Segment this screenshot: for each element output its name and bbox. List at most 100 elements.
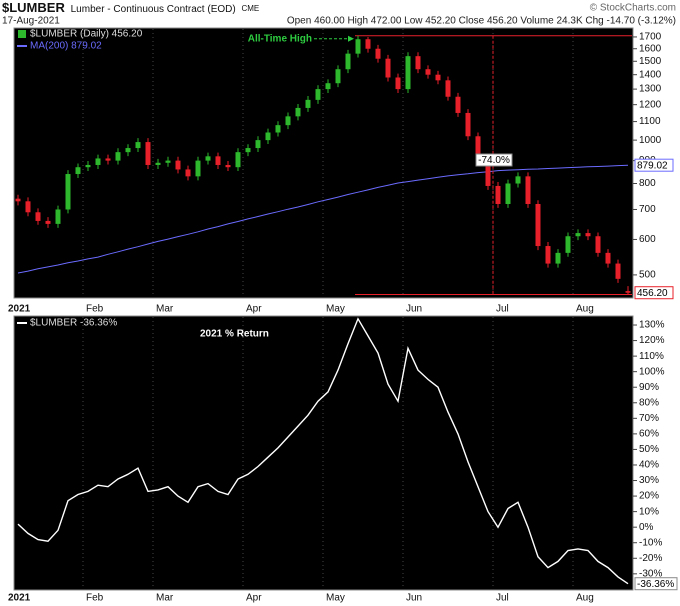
- candle-body: [125, 148, 131, 153]
- x-tick-label: Jun: [406, 304, 422, 315]
- candle-body: [175, 160, 181, 170]
- y-tick-label: 30%: [639, 475, 659, 486]
- y-tick-label: -30%: [639, 568, 662, 579]
- candle-body: [395, 77, 401, 90]
- symbol: $LUMBER: [2, 0, 65, 15]
- candle-body: [35, 212, 41, 221]
- x-tick-label: 2021: [8, 593, 31, 604]
- legend-swatch: [18, 30, 26, 38]
- candle-body: [495, 185, 501, 204]
- x-tick-label: Feb: [86, 304, 104, 315]
- instrument-name: Lumber - Continuous Contract (EOD): [71, 4, 236, 15]
- candle-body: [15, 198, 21, 202]
- candle-body: [605, 252, 611, 264]
- value-box-label: -36.36%: [637, 579, 674, 590]
- value-box: [634, 577, 678, 591]
- candle-body: [625, 291, 631, 293]
- candle-body: [415, 56, 421, 70]
- candle-body: [265, 132, 271, 141]
- x-tick-label: May: [326, 304, 345, 315]
- candle-body: [105, 158, 111, 161]
- credit: © StockCharts.com: [590, 3, 676, 14]
- y-tick-label: 1100: [639, 116, 661, 127]
- y-tick-label: 40%: [639, 460, 659, 471]
- quote-date: 17-Aug-2021: [2, 16, 60, 27]
- candle-body: [225, 164, 231, 168]
- candle-body: [285, 116, 291, 126]
- candle-body: [75, 167, 81, 175]
- x-tick-label: Aug: [576, 304, 594, 315]
- y-tick-label: 100%: [639, 366, 665, 377]
- annotation: All-Time High: [248, 33, 312, 44]
- x-tick-label: Jul: [496, 593, 509, 604]
- candle-body: [515, 176, 521, 184]
- candle-body: [315, 89, 321, 100]
- y-tick-label: 50%: [639, 444, 659, 455]
- candle-body: [525, 176, 531, 204]
- candle-body: [565, 236, 571, 253]
- candle-body: [115, 152, 121, 161]
- candle-body: [295, 107, 301, 117]
- candle-body: [365, 39, 371, 49]
- y-tick-label: 90%: [639, 382, 659, 393]
- candle-body: [455, 96, 461, 113]
- x-tick-label: Mar: [156, 304, 174, 315]
- y-tick-label: 80%: [639, 397, 659, 408]
- candle-body: [355, 39, 361, 54]
- candle-body: [25, 201, 31, 213]
- candle-body: [475, 136, 481, 161]
- y-tick-label: 110%: [639, 351, 664, 362]
- candle-body: [195, 160, 201, 177]
- y-tick-label: 20%: [639, 491, 659, 502]
- candle-body: [85, 164, 91, 168]
- x-tick-label: Jul: [496, 304, 509, 315]
- y-tick-label: 1600: [639, 43, 662, 54]
- candle-body: [445, 80, 451, 97]
- candle-body: [165, 160, 171, 163]
- candle-body: [435, 74, 441, 81]
- y-tick-label: 1300: [639, 84, 662, 95]
- candle-body: [305, 99, 311, 108]
- x-tick-label: Apr: [246, 304, 262, 315]
- candle-body: [585, 233, 591, 237]
- candle-body: [575, 233, 581, 237]
- y-tick-label: 0%: [639, 522, 654, 533]
- candle-body: [235, 152, 241, 168]
- candle-body: [595, 236, 601, 253]
- y-tick-label: 800: [639, 178, 656, 189]
- candle-body: [185, 169, 191, 177]
- x-tick-label: Apr: [246, 593, 262, 604]
- y-tick-label: 70%: [639, 413, 659, 424]
- y-tick-label: 10%: [639, 506, 659, 517]
- candle-body: [65, 174, 71, 210]
- candle-body: [245, 148, 251, 153]
- x-tick-label: Aug: [576, 593, 594, 604]
- candle-body: [505, 183, 511, 204]
- candle-body: [135, 142, 141, 149]
- y-tick-label: 1700: [639, 32, 662, 43]
- y-tick-label: 60%: [639, 429, 659, 440]
- y-tick-label: 1500: [639, 56, 662, 67]
- y-tick-label: 1400: [639, 69, 662, 80]
- candle-body: [485, 160, 491, 186]
- candle-body: [55, 209, 61, 224]
- y-tick-label: 120%: [639, 335, 665, 346]
- candle-body: [155, 162, 161, 165]
- value-box-label: 879.02: [637, 160, 668, 171]
- candle-body: [465, 112, 471, 137]
- candle-body: [385, 58, 391, 78]
- exchange: CME: [241, 4, 259, 13]
- candle-body: [375, 48, 381, 59]
- value-box: [634, 158, 674, 172]
- y-tick-label: 700: [639, 204, 656, 215]
- candle-body: [555, 252, 561, 264]
- x-tick-label: May: [326, 593, 345, 604]
- y-tick-label: 1000: [639, 135, 662, 146]
- candle-body: [345, 53, 351, 70]
- y-tick-label: -10%: [639, 537, 662, 548]
- candle-body: [615, 263, 621, 279]
- candle-body: [45, 220, 51, 224]
- x-tick-label: Feb: [86, 593, 104, 604]
- y-tick-label: 500: [639, 270, 656, 281]
